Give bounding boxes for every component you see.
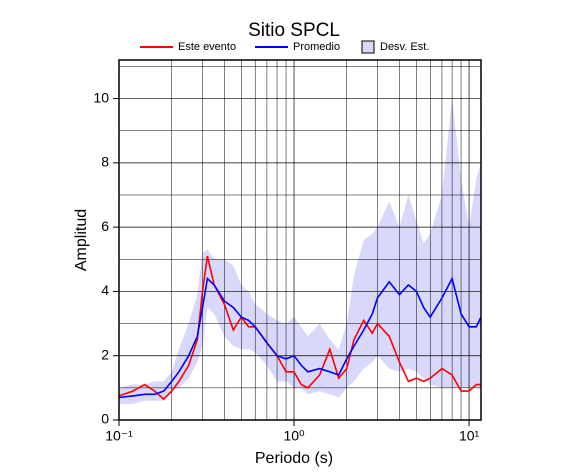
y-tick-label: 6 (101, 218, 109, 234)
x-axis-label: Periodo (s) (255, 450, 333, 467)
y-tick-label: 8 (101, 154, 109, 170)
y-tick-label: 10 (93, 89, 109, 105)
series-line (118, 276, 482, 399)
legend: Este evento Promedio Desv. Est. (140, 40, 429, 54)
y-tick-label: 4 (101, 282, 109, 298)
legend-label: Desv. Est. (380, 41, 429, 53)
y-tick-label: 2 (101, 346, 109, 362)
y-tick-label: 0 (101, 411, 109, 427)
legend-label: Este evento (178, 41, 236, 53)
x-tick-label: 10⁰ (283, 428, 305, 444)
y-axis-label: Amplitud (73, 209, 90, 271)
std-band (119, 98, 481, 404)
x-tick-label: 10¹ (459, 428, 480, 444)
series-line (118, 255, 481, 401)
x-tick-label: 10⁻¹ (105, 428, 133, 444)
legend-label: Promedio (293, 41, 340, 53)
legend-swatch (361, 40, 375, 54)
chart-title: Sitio SPCL (248, 20, 340, 41)
plot-frame (118, 59, 482, 421)
